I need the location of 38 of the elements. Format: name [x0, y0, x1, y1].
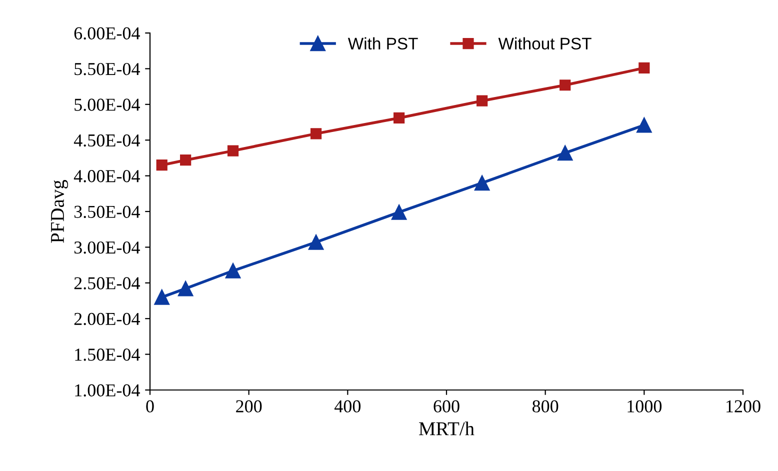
- legend-label: With PST: [348, 37, 418, 50]
- point: [156, 160, 168, 171]
- y-tick-label: 4.50E-04: [74, 134, 140, 147]
- x-tick-label: 1200: [726, 400, 760, 412]
- point: [391, 204, 407, 220]
- point: [476, 95, 488, 106]
- point: [474, 175, 490, 191]
- x-tick-label: 0: [146, 400, 154, 412]
- y-tick-label: 1.50E-04: [75, 348, 140, 361]
- point: [178, 280, 194, 296]
- point: [308, 234, 324, 250]
- y-tick-label: 6.00E-04: [74, 27, 140, 40]
- y-tick-label: 3.50E-04: [74, 206, 140, 218]
- y-tick-label: 2.00E-04: [74, 312, 140, 326]
- point: [180, 154, 192, 166]
- point: [638, 62, 650, 74]
- y-axis-title: PFDavg: [51, 180, 68, 243]
- y-tick-label: 2.50E-04: [74, 277, 140, 290]
- x-tick-label: 600: [434, 400, 460, 412]
- y-tick-label: 4.00E-04: [74, 170, 140, 182]
- point: [227, 145, 239, 156]
- x-tick-label: 400: [334, 400, 361, 412]
- legend-label: Without PST: [498, 37, 592, 50]
- x-tick-label: 1000: [628, 400, 662, 412]
- y-tick-label: 5.00E-04: [74, 98, 140, 111]
- y-tick-label: 1.00E-04: [75, 384, 140, 397]
- x-tick-label: 200: [236, 400, 262, 412]
- point: [560, 80, 571, 91]
- point: [225, 263, 241, 278]
- point: [154, 290, 170, 305]
- point: [636, 117, 652, 133]
- point: [310, 128, 322, 140]
- y-tick-label: 3.00E-04: [74, 241, 140, 254]
- x-tick-label: 800: [532, 400, 558, 412]
- point: [394, 112, 405, 124]
- x-axis-title: MRT/h: [419, 422, 474, 436]
- point: [557, 145, 573, 161]
- y-tick-label: 5.50E-04: [74, 62, 140, 76]
